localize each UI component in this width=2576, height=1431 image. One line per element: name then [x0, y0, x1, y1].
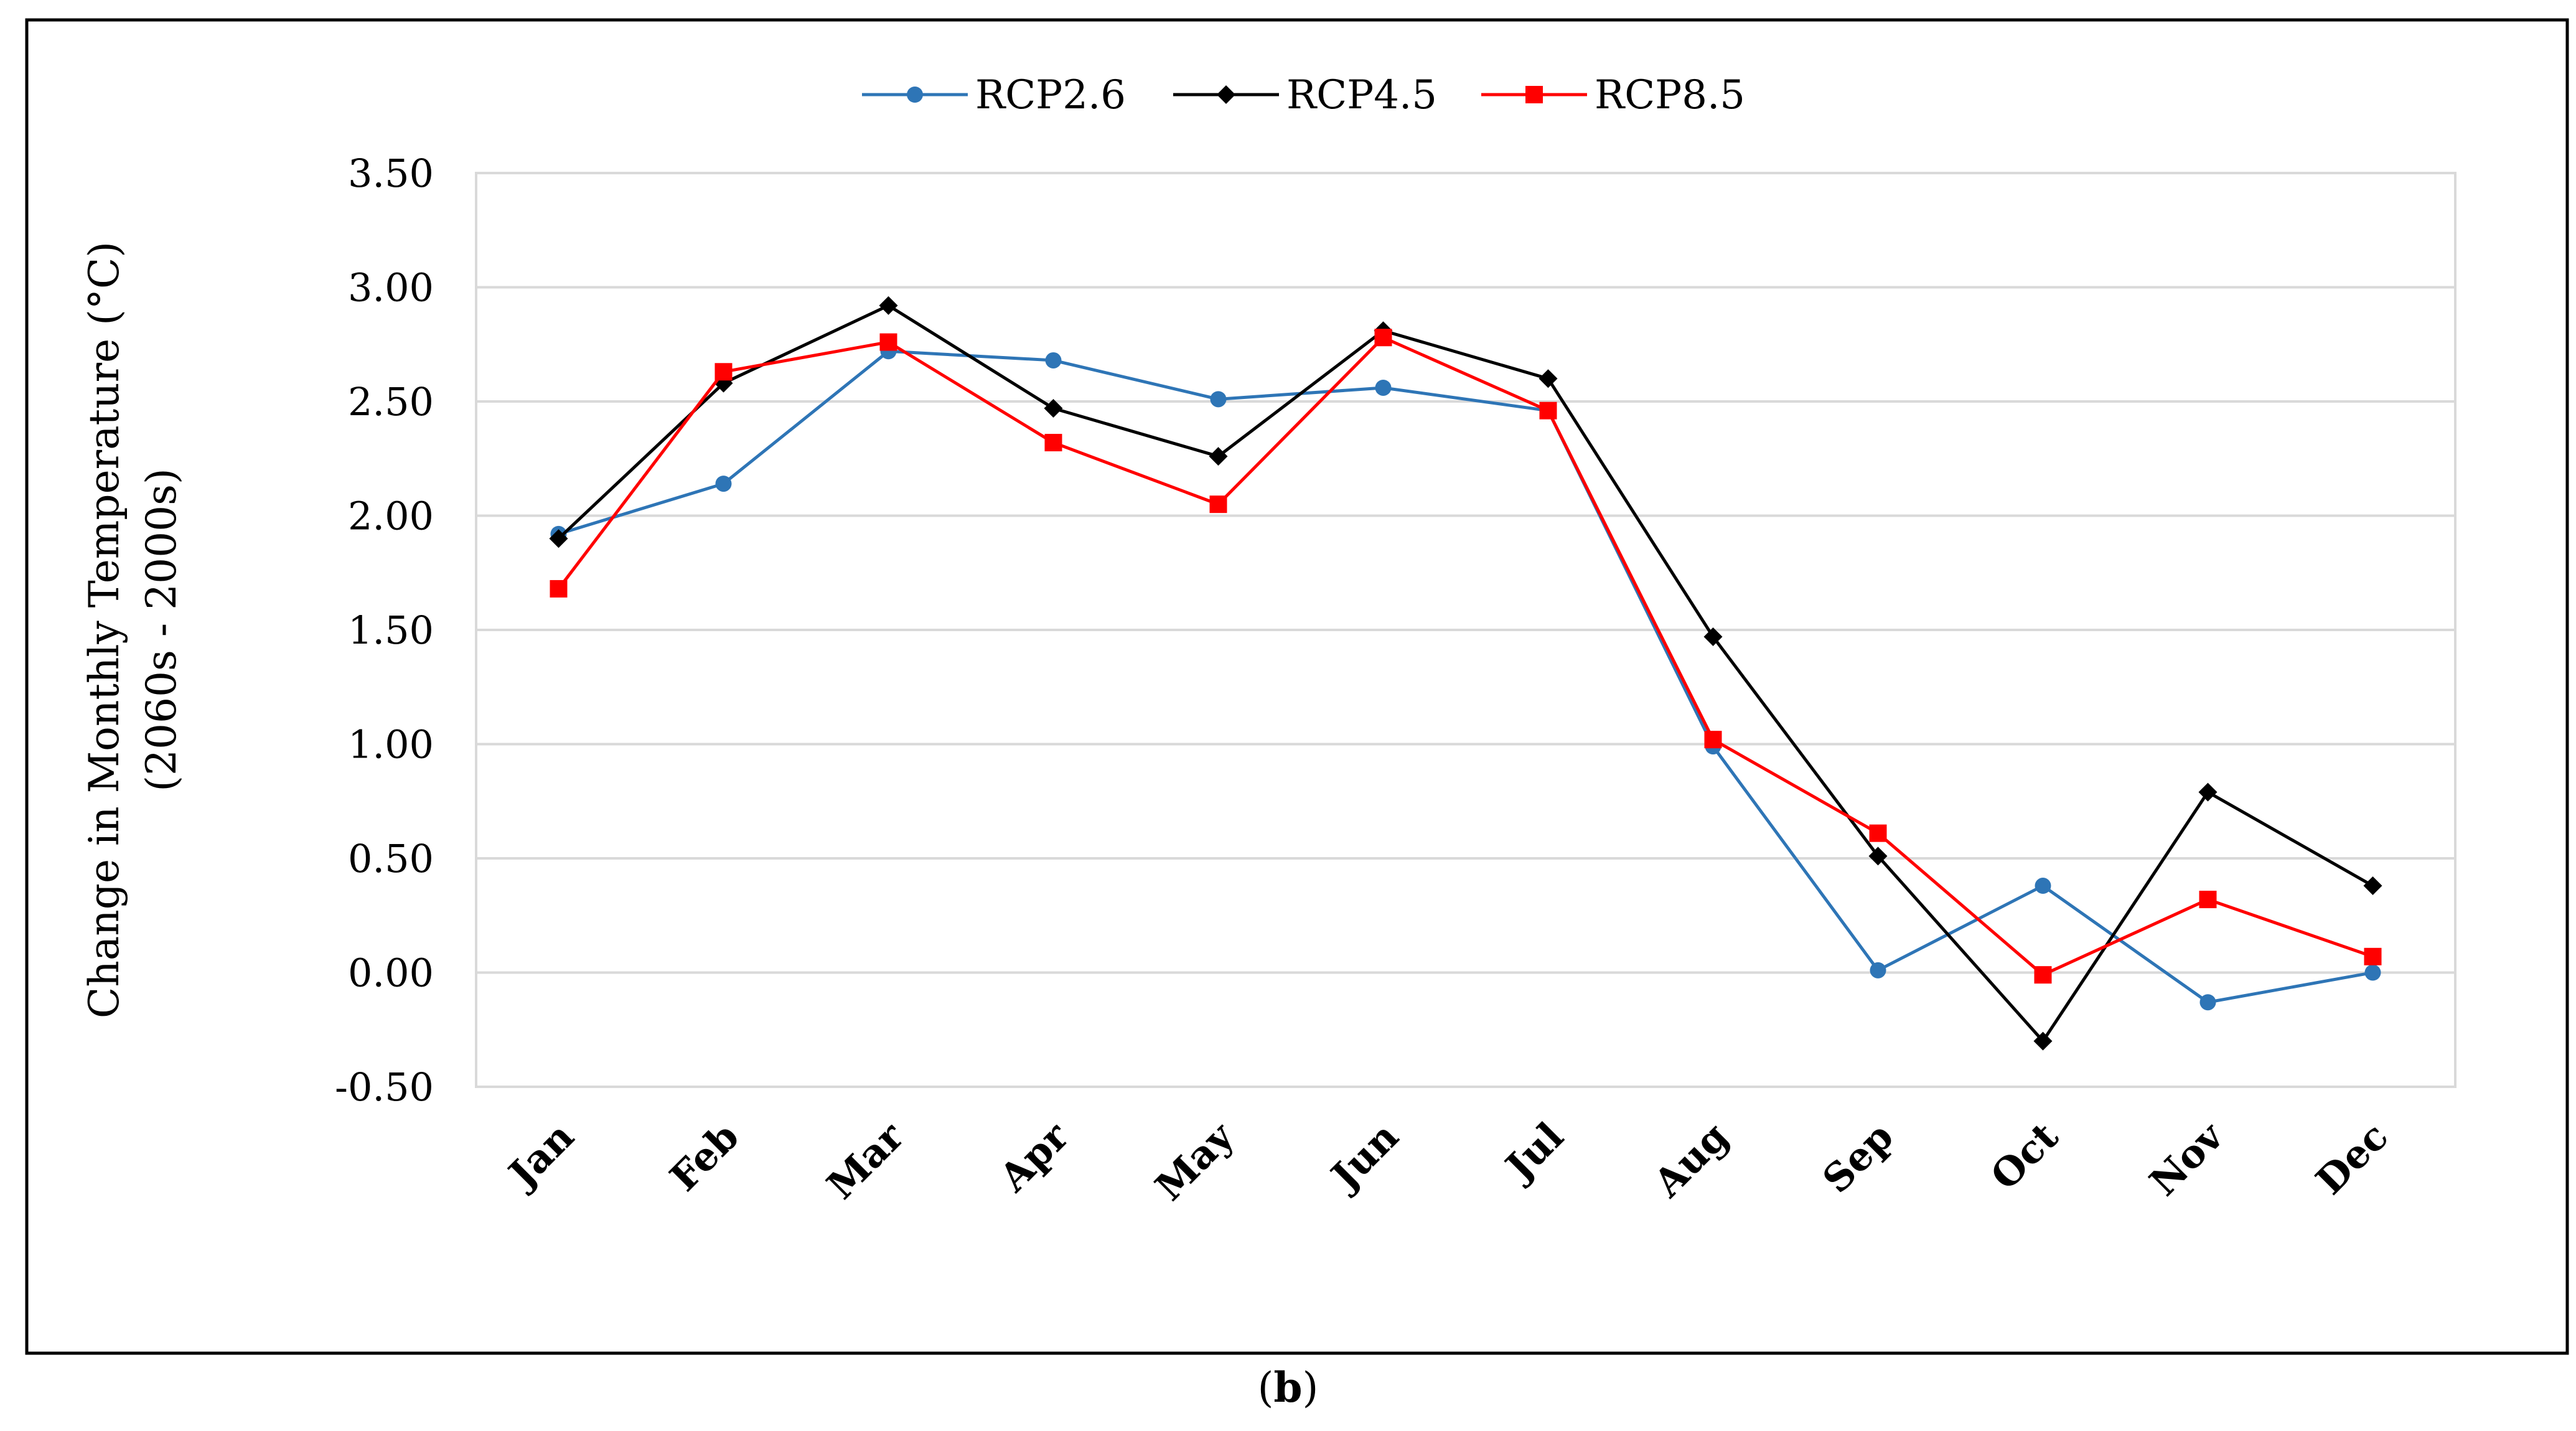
- series-rcp85: [550, 329, 2382, 984]
- y-axis-title-line1: Change in Monthly Temperature (°C): [80, 242, 128, 1018]
- data-point-rcp45: [1539, 369, 1558, 388]
- data-point-rcp85: [1044, 434, 1062, 452]
- data-point-rcp45: [2363, 876, 2382, 896]
- data-point-rcp26: [1375, 379, 1392, 396]
- data-point-rcp85: [879, 333, 897, 351]
- y-tick-label: 2.00: [348, 494, 434, 539]
- data-point-rcp85: [550, 579, 568, 598]
- data-point-rcp26: [2364, 964, 2381, 981]
- data-point-rcp85: [714, 363, 733, 381]
- y-tick-label: 3.00: [348, 265, 434, 311]
- legend-label: RCP4.5: [1286, 72, 1437, 118]
- data-point-rcp26: [2035, 878, 2051, 894]
- data-point-rcp26: [2199, 994, 2216, 1011]
- data-point-rcp45: [879, 296, 898, 315]
- legend-marker: [907, 87, 923, 103]
- figure-caption: (b): [0, 1363, 2576, 1412]
- data-point-rcp85: [1374, 329, 1392, 347]
- data-point-rcp85: [1539, 401, 1557, 420]
- legend: RCP2.6 RCP4.5 RCP8.5: [862, 72, 1745, 118]
- series-line-rcp26: [558, 349, 2373, 1004]
- data-point-rcp45: [1703, 627, 1723, 647]
- data-point-rcp45: [1209, 447, 1228, 466]
- data-point-rcp45: [1044, 399, 1063, 418]
- legend-marker: [1525, 86, 1543, 103]
- data-point-rcp26: [1210, 391, 1227, 408]
- y-tick-label: 0.50: [348, 836, 434, 881]
- legend-label: RCP8.5: [1595, 72, 1745, 118]
- y-tick-label: 1.50: [348, 608, 434, 653]
- series-line-rcp45: [557, 304, 2374, 1043]
- legend-item-rcp45: RCP4.5: [1173, 72, 1437, 118]
- data-point-rcp45: [1868, 847, 1888, 866]
- caption-close: ): [1302, 1364, 1319, 1412]
- series-line-rcp85: [557, 335, 2374, 977]
- data-point-rcp85: [1209, 495, 1227, 514]
- data-point-rcp26: [1045, 352, 1062, 368]
- grid-lines: [476, 286, 2455, 974]
- data-point-rcp85: [2034, 966, 2052, 984]
- series-layer: [549, 296, 2382, 1051]
- data-point-rcp26: [1870, 962, 1886, 978]
- y-tick-label: 0.00: [348, 950, 434, 996]
- y-axis-ticks: 3.50 3.00 2.50 2.00 1.50 1.00 0.50 0.00 -0.50: [335, 151, 434, 1110]
- y-axis-title-line2: (2060s - 2000s): [138, 468, 185, 791]
- data-point-rcp85: [1704, 731, 1722, 749]
- data-point-rcp45: [2198, 782, 2218, 802]
- data-point-rcp85: [2364, 947, 2382, 965]
- legend-marker: [1217, 85, 1235, 104]
- data-point-rcp45: [549, 529, 568, 548]
- y-tick-label: 1.00: [348, 722, 434, 767]
- y-tick-label: 2.50: [348, 379, 434, 425]
- caption-open: (: [1257, 1364, 1274, 1412]
- y-axis-title: Change in Monthly Temperature (°C) (2060…: [80, 242, 185, 1018]
- caption-letter: b: [1273, 1363, 1303, 1412]
- series-rcp26: [550, 343, 2381, 1011]
- legend-item-rcp85: RCP8.5: [1481, 72, 1745, 118]
- legend-item-rcp26: RCP2.6: [862, 72, 1126, 118]
- data-point-rcp85: [2199, 891, 2217, 909]
- legend-label: RCP2.6: [975, 72, 1126, 118]
- y-tick-label: 3.50: [348, 151, 434, 196]
- data-point-rcp85: [1869, 824, 1887, 842]
- data-point-rcp26: [715, 476, 732, 492]
- y-tick-label: -0.50: [335, 1064, 434, 1110]
- data-point-rcp45: [2033, 1031, 2053, 1051]
